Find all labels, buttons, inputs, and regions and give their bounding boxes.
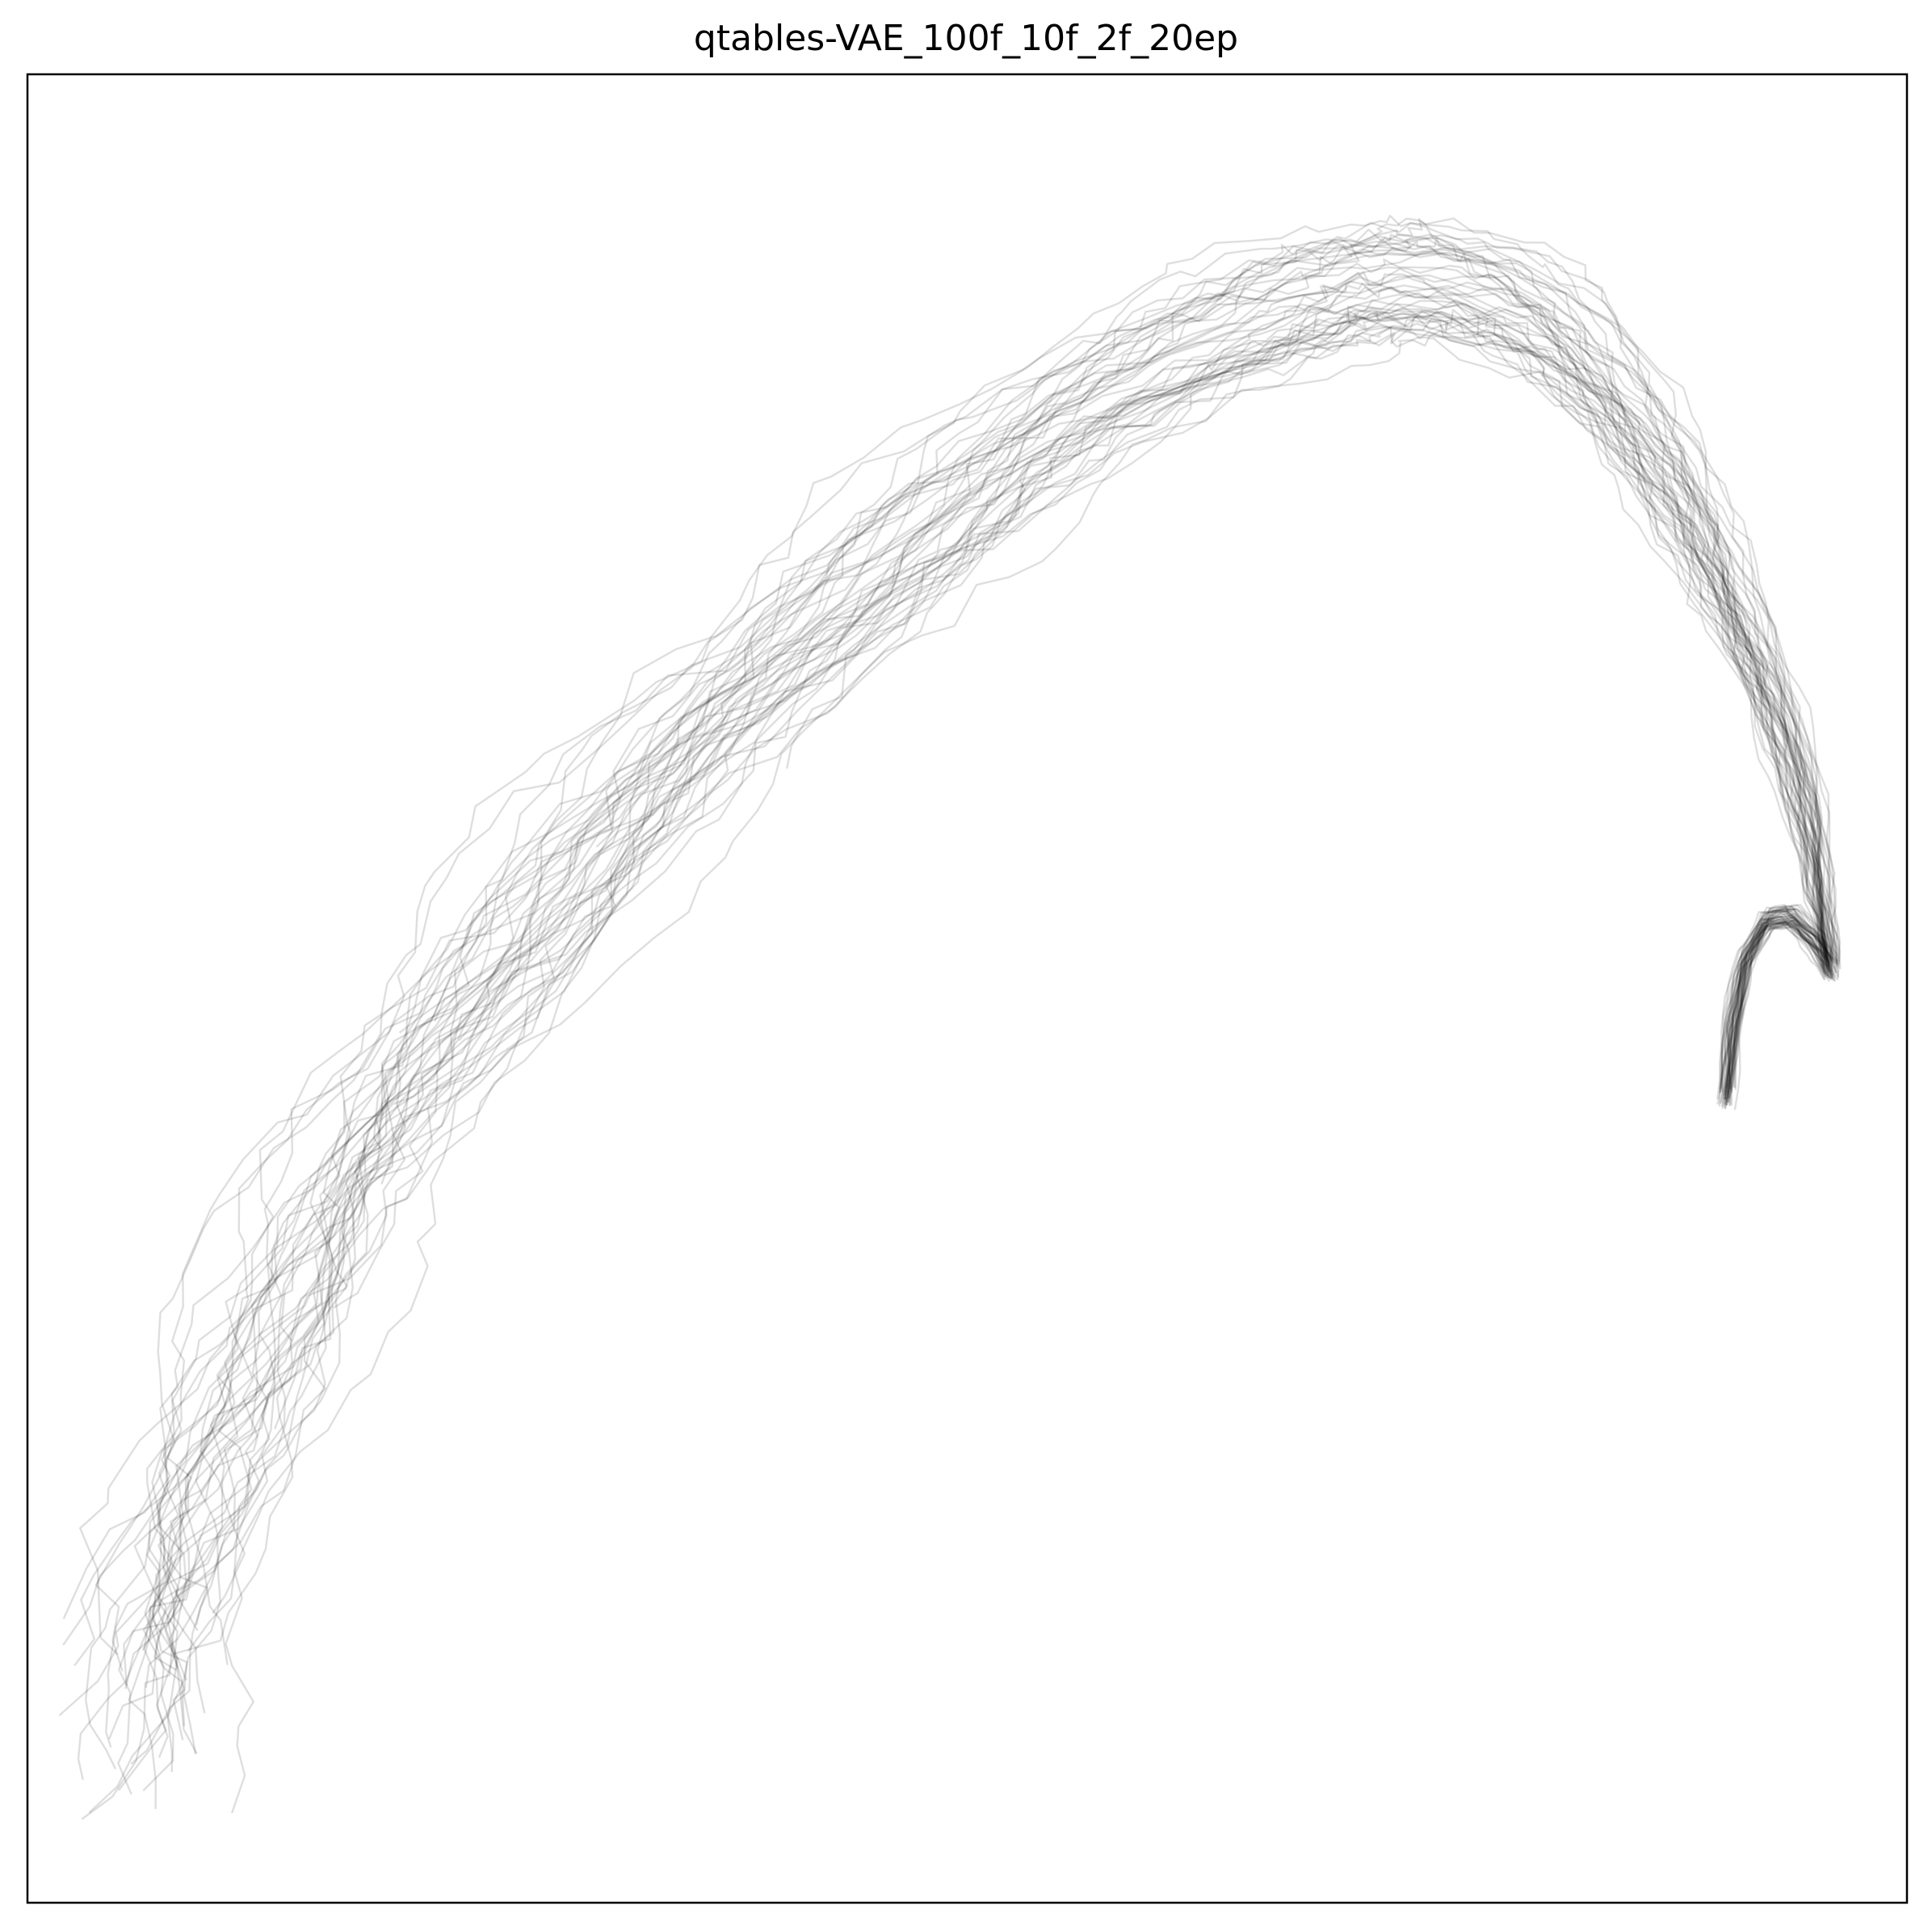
- trajectory-line: [187, 237, 1836, 1652]
- trajectory-line: [107, 286, 1829, 1740]
- trajectory-line: [62, 214, 1829, 1619]
- trajectory-line: [123, 250, 1838, 1685]
- trajectory-line: [130, 311, 1830, 1765]
- trajectory-lines: [58, 214, 1842, 1820]
- trajectory-line: [142, 274, 1829, 1727]
- trajectory-line: [84, 310, 1830, 1769]
- trajectory-line: [124, 258, 1829, 1690]
- trajectory-line: [81, 326, 1826, 1820]
- trajectory-line: [133, 246, 1833, 1671]
- trajectory-line: [58, 271, 1828, 1716]
- chart-title: qtables-VAE_100f_10f_2f_20ep: [693, 18, 1239, 59]
- trajectory-line: [195, 218, 1836, 1626]
- trajectory-line: [200, 217, 1834, 1614]
- trajectory-line: [145, 328, 1836, 1689]
- trajectory-line: [151, 299, 1830, 1755]
- trajectory-line: [333, 318, 1833, 1309]
- trajectory-line: [166, 221, 1841, 1631]
- trajectory-line: [273, 308, 1831, 1429]
- trajectory-line: [77, 316, 1832, 1780]
- trajectory-line: [151, 303, 1829, 1773]
- axes-frame: [26, 73, 1909, 1904]
- trajectory-line: [166, 288, 1838, 1754]
- trajectory-line: [168, 286, 1838, 1740]
- trajectory-line: [74, 241, 1834, 1667]
- trajectory-line: [62, 229, 1829, 1646]
- trajectory-line: [141, 237, 1839, 1652]
- trajectory-line: [172, 309, 1840, 1656]
- trajectory-line: [398, 276, 1827, 1100]
- trajectory-line: [118, 313, 1827, 1791]
- trajectory-line: [280, 264, 1842, 1342]
- trajectory-line: [786, 317, 1840, 1106]
- trajectory-line: [143, 300, 1837, 1758]
- trajectory-line: [94, 244, 1830, 1672]
- trajectory-line: [145, 238, 1828, 1669]
- trajectory-line: [458, 281, 1833, 1099]
- trajectory-line: [104, 292, 1834, 1748]
- trajectory-line: [78, 233, 1829, 1656]
- trajectory-line: [149, 234, 1842, 1637]
- trajectory-line: [595, 311, 1832, 1105]
- trajectory-line: [157, 248, 1838, 1681]
- trajectory-line: [166, 267, 1833, 1714]
- trajectory-line: [117, 314, 1833, 1795]
- trajectory-line: [128, 325, 1830, 1809]
- trajectory-line: [142, 312, 1825, 1792]
- trajectory-line: [88, 329, 1833, 1814]
- trajectory-line: [225, 330, 1837, 1814]
- trajectory-line: [434, 275, 1831, 1100]
- trajectory-line: [380, 304, 1834, 1185]
- trajectory-line: [183, 233, 1837, 1665]
